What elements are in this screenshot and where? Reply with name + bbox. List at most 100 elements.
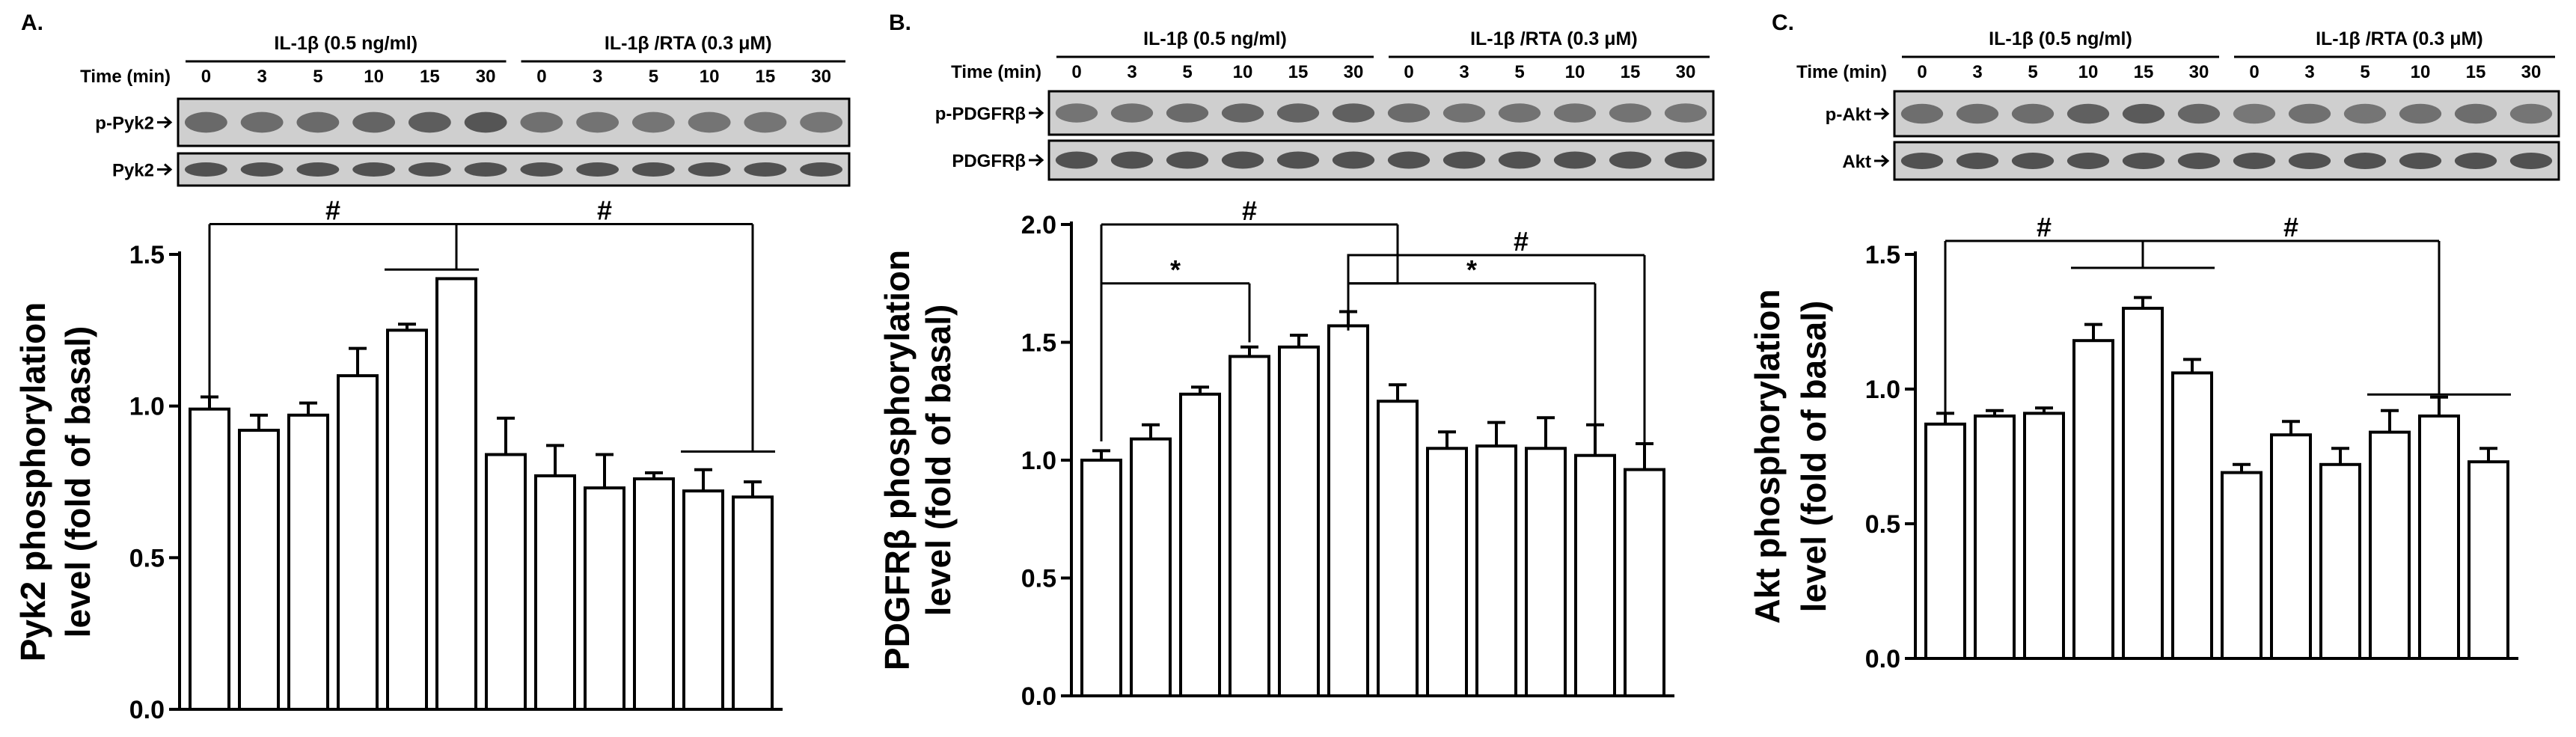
bar: [287, 413, 329, 711]
blot-band: [2177, 103, 2221, 124]
time-tick-label: 15: [2466, 62, 2486, 82]
bar: [1574, 453, 1616, 697]
blot-band: [1553, 151, 1597, 169]
arrow-icon: [1874, 107, 1890, 120]
blot-band: [464, 162, 507, 177]
time-tick-label: 3: [257, 67, 266, 87]
arrow-icon: [1029, 106, 1044, 120]
significance-label: *: [1466, 254, 1477, 285]
significance-label: #: [1242, 195, 1257, 226]
blot-band: [1276, 151, 1320, 169]
blot-band: [1443, 151, 1486, 169]
time-tick-label: 3: [1459, 62, 1469, 82]
y-tick-label: 1.0: [1021, 447, 1056, 475]
bar: [337, 374, 379, 711]
blot-band: [1387, 151, 1431, 169]
blot-band: [744, 111, 787, 133]
y-tick-label: 0.5: [129, 544, 165, 572]
group-label-il1b-rta: IL-1β /RTA (0.3 μM): [2316, 28, 2483, 49]
time-tick-label: 10: [2078, 62, 2099, 82]
blot-strip-1: [1893, 90, 2560, 138]
blot-band: [2122, 153, 2165, 169]
bar: [2468, 460, 2509, 660]
blot-band: [1664, 103, 1707, 123]
blot-band: [408, 111, 451, 133]
bar: [2369, 430, 2411, 660]
time-tick-label: 10: [1565, 62, 1585, 82]
blot-band: [2233, 153, 2276, 169]
y-tick-label: 1.0: [1865, 376, 1900, 404]
bar: [238, 429, 280, 711]
panel-letter: A.: [21, 10, 43, 35]
blot-band: [1609, 103, 1652, 123]
significance-label: #: [2037, 212, 2052, 242]
blot-band: [1110, 151, 1154, 169]
time-tick-label: 30: [1676, 62, 1696, 82]
panel-letter: C.: [1772, 10, 1794, 35]
blot-label: p-Akt: [1826, 105, 1871, 125]
blot-band: [1387, 103, 1431, 123]
blot-band: [1498, 103, 1541, 123]
bar: [1974, 415, 2016, 660]
bar: [1426, 447, 1468, 697]
blot-label: p-Pyk2: [95, 114, 154, 134]
y-axis-label-line-1: Akt phosphorylation: [1748, 289, 1787, 623]
blot-band: [2454, 103, 2497, 124]
bar: [1080, 459, 1122, 697]
blot-label: Pyk2: [112, 161, 154, 181]
blot-strip-1: [1047, 90, 1715, 136]
bar: [485, 453, 527, 712]
blot-band: [2177, 153, 2221, 169]
time-tick-label: 0: [1071, 62, 1081, 82]
group-label-il1b: IL-1β (0.5 ng/ml): [1989, 28, 2132, 49]
blot-band: [1055, 103, 1098, 123]
time-tick-label: 10: [2411, 62, 2431, 82]
blot-band: [2509, 153, 2553, 169]
y-tick-label: 1.5: [129, 241, 165, 269]
blot-band: [2011, 153, 2055, 169]
y-tick-label: 1.5: [1021, 329, 1056, 358]
blot-band: [2066, 153, 2110, 169]
y-tick-label: 0.5: [1021, 565, 1056, 593]
blot-band: [184, 111, 227, 133]
time-tick-label: 5: [649, 67, 658, 87]
group-label-il1b: IL-1β (0.5 ng/ml): [1143, 28, 1287, 49]
blot-band: [631, 111, 675, 133]
group-label-il1b: IL-1β (0.5 ng/ml): [274, 33, 417, 54]
time-tick-label: 30: [2189, 62, 2209, 82]
time-tick-label: 5: [2028, 62, 2037, 82]
y-axis-label-line-2: level (fold of basal): [58, 326, 97, 638]
chart-panel-2: B. IL-1β (0.5 ng/ml) IL-1β /RTA (0.3 μM) Ti…: [878, 10, 1715, 711]
blot-band: [2399, 153, 2442, 169]
bar: [189, 407, 230, 711]
arrow-icon: [1029, 153, 1044, 167]
bar: [584, 486, 625, 712]
time-tick-label: 10: [364, 67, 384, 87]
group-label-il1b-rta: IL-1β /RTA (0.3 μM): [605, 33, 772, 54]
blot-band: [2343, 103, 2387, 124]
blot-band: [1900, 103, 1944, 124]
bar: [534, 474, 576, 711]
blot-band: [576, 111, 619, 133]
time-tick-label: 15: [1288, 62, 1309, 82]
blot-band: [408, 162, 451, 177]
bar: [1377, 400, 1419, 697]
blot-band: [2288, 103, 2331, 124]
blot-band: [184, 162, 227, 177]
blot-band: [296, 111, 340, 133]
bar: [1278, 345, 1320, 697]
time-tick-label: 3: [1972, 62, 1982, 82]
blot-band: [1900, 153, 1944, 169]
y-axis-label-line-2: level (fold of basal): [919, 305, 958, 617]
chart-panel-1: A. IL-1β (0.5 ng/ml) IL-1β /RTA (0.3 μM) Ti…: [13, 10, 851, 724]
arrow-icon: [157, 163, 173, 176]
blot-band: [1498, 151, 1541, 169]
blot-band: [1664, 151, 1707, 169]
time-tick-label: 30: [2521, 62, 2542, 82]
bar: [682, 489, 724, 711]
bar: [1525, 447, 1567, 697]
blot-band: [1221, 151, 1264, 169]
blot-band: [1055, 151, 1098, 169]
blot-band: [296, 162, 340, 177]
blot-band: [1956, 103, 1999, 124]
